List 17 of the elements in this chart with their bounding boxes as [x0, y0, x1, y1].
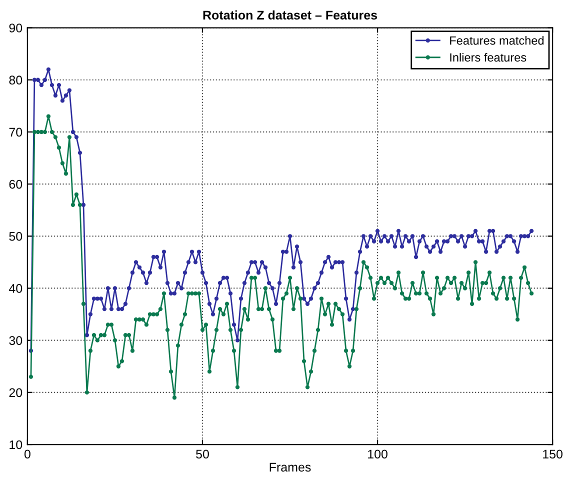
- y-tick-label: 80: [9, 76, 22, 85]
- x-tick-label: 50: [196, 450, 209, 459]
- y-tick-label: 90: [9, 24, 22, 32]
- legend-label: Features matched: [450, 36, 544, 45]
- chart-title: Rotation Z dataset – Features: [203, 10, 378, 20]
- legend-label: Inliers features: [450, 52, 526, 62]
- x-tick-label: 150: [543, 450, 562, 459]
- y-tick-label: 70: [9, 128, 22, 137]
- y-tick-label: 20: [9, 388, 22, 398]
- x-tick-label: 0: [24, 450, 30, 459]
- y-tick-label: 10: [10, 440, 22, 450]
- y-tick-label: 40: [8, 284, 22, 293]
- x-tick-label: 100: [368, 450, 388, 459]
- y-tick-label: 60: [9, 180, 22, 189]
- y-tick-label: 50: [9, 232, 22, 241]
- y-tick-label: 30: [9, 336, 22, 345]
- x-axis-title: Frames: [270, 462, 311, 472]
